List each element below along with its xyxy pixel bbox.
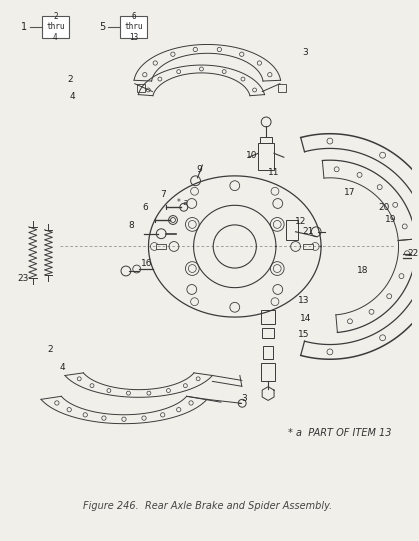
Bar	[41, 16, 69, 38]
Text: 3: 3	[242, 394, 248, 403]
Text: 9: 9	[197, 166, 202, 175]
Text: 1: 1	[21, 22, 27, 32]
Bar	[261, 363, 275, 381]
Text: 7: 7	[160, 190, 166, 199]
Text: 15: 15	[297, 330, 309, 339]
Text: 6: 6	[142, 203, 148, 212]
Text: 11: 11	[268, 168, 280, 177]
Bar	[263, 346, 273, 359]
Bar	[156, 243, 166, 249]
Text: 14: 14	[300, 314, 311, 322]
Text: 4: 4	[59, 362, 65, 372]
Text: * a  PART OF ITEM 13: * a PART OF ITEM 13	[288, 428, 391, 438]
Text: 19: 19	[385, 215, 396, 225]
Bar	[262, 328, 274, 338]
Text: 13: 13	[297, 296, 309, 305]
Text: 2: 2	[67, 75, 73, 84]
Text: Figure 246.  Rear Axle Brake and Spider Assembly.: Figure 246. Rear Axle Brake and Spider A…	[83, 502, 332, 511]
Text: 6
thru
13: 6 thru 13	[124, 12, 143, 42]
Text: 21: 21	[303, 227, 314, 236]
Text: 22: 22	[408, 249, 419, 258]
Bar	[120, 16, 147, 38]
Text: 4: 4	[69, 92, 75, 101]
Text: 5: 5	[99, 22, 105, 32]
Text: 12: 12	[295, 217, 306, 227]
Text: 20: 20	[378, 203, 390, 212]
Text: 2
thru
4: 2 thru 4	[46, 12, 65, 42]
Text: 2: 2	[48, 345, 53, 354]
Text: 10: 10	[246, 151, 257, 160]
Bar	[278, 84, 286, 91]
Text: 3: 3	[303, 48, 308, 57]
Text: 17: 17	[344, 188, 355, 197]
Bar	[137, 84, 145, 91]
Bar	[286, 220, 297, 240]
Text: 16: 16	[141, 259, 152, 268]
Text: 18: 18	[357, 267, 368, 275]
Bar	[260, 137, 272, 142]
Bar	[303, 243, 313, 249]
Bar	[258, 142, 274, 170]
Text: 23: 23	[17, 274, 28, 283]
Text: 8: 8	[128, 221, 134, 230]
Bar	[261, 310, 275, 324]
Text: * a: * a	[177, 198, 188, 207]
